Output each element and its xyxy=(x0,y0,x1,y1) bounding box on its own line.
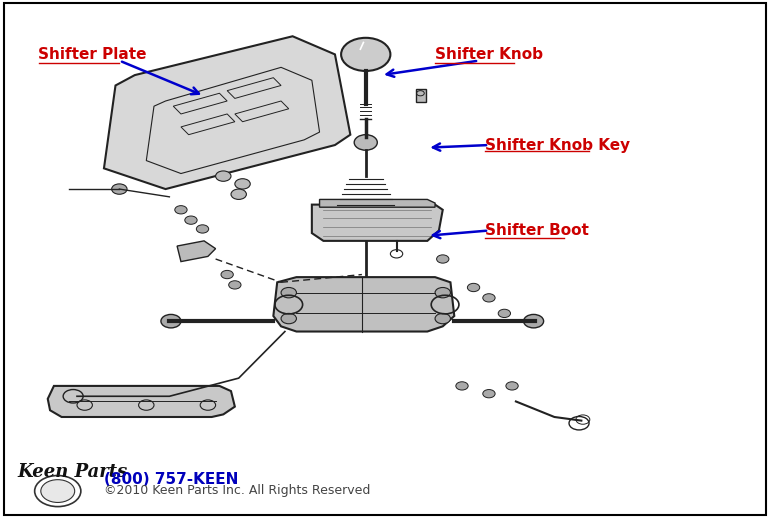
Circle shape xyxy=(483,390,495,398)
Circle shape xyxy=(175,206,187,214)
Text: (800) 757-KEEN: (800) 757-KEEN xyxy=(104,472,239,486)
Circle shape xyxy=(524,314,544,328)
Circle shape xyxy=(161,314,181,328)
Circle shape xyxy=(221,270,233,279)
Text: Shifter Knob: Shifter Knob xyxy=(435,47,543,62)
Text: Shifter Knob Key: Shifter Knob Key xyxy=(485,138,630,152)
Polygon shape xyxy=(48,386,235,417)
Circle shape xyxy=(435,313,450,324)
Circle shape xyxy=(467,283,480,292)
Polygon shape xyxy=(177,241,216,262)
Polygon shape xyxy=(416,89,426,102)
Circle shape xyxy=(229,281,241,289)
Circle shape xyxy=(281,287,296,298)
Polygon shape xyxy=(273,277,454,332)
Circle shape xyxy=(231,189,246,199)
Circle shape xyxy=(435,287,450,298)
Polygon shape xyxy=(104,36,350,189)
Circle shape xyxy=(112,184,127,194)
Circle shape xyxy=(341,38,390,71)
Circle shape xyxy=(483,294,495,302)
Circle shape xyxy=(506,382,518,390)
Circle shape xyxy=(216,171,231,181)
Circle shape xyxy=(456,382,468,390)
Text: Shifter Boot: Shifter Boot xyxy=(485,223,589,238)
Circle shape xyxy=(281,313,296,324)
Polygon shape xyxy=(320,199,435,207)
Circle shape xyxy=(196,225,209,233)
Circle shape xyxy=(235,179,250,189)
Polygon shape xyxy=(312,205,443,241)
Circle shape xyxy=(185,216,197,224)
Text: Shifter Plate: Shifter Plate xyxy=(38,47,147,62)
Circle shape xyxy=(41,480,75,502)
Circle shape xyxy=(354,135,377,150)
Circle shape xyxy=(437,255,449,263)
Circle shape xyxy=(498,309,511,318)
Text: Keen Parts: Keen Parts xyxy=(17,464,127,481)
Text: ©2010 Keen Parts Inc. All Rights Reserved: ©2010 Keen Parts Inc. All Rights Reserve… xyxy=(104,484,370,497)
